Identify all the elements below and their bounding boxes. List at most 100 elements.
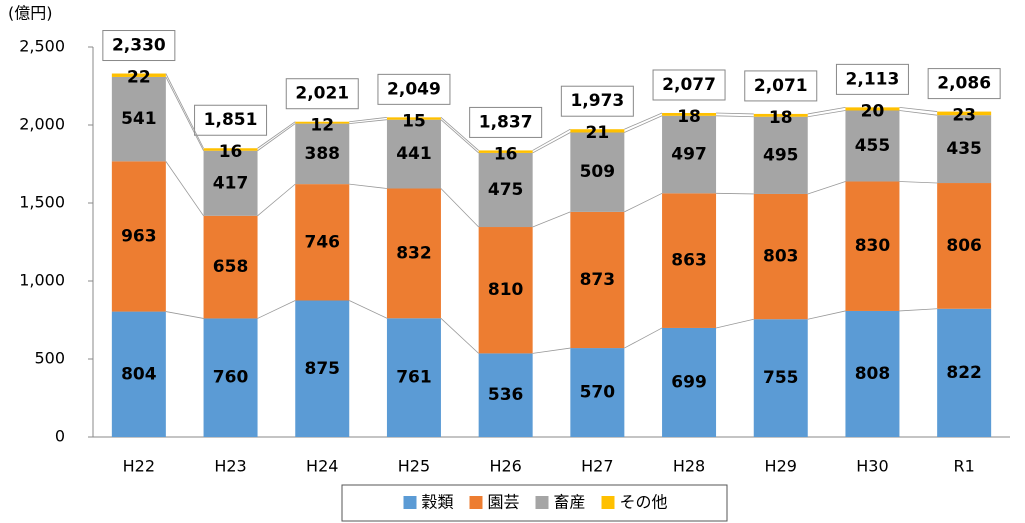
data-label: 23: [952, 106, 976, 126]
series-line: [257, 183, 296, 217]
series-line: [899, 181, 938, 184]
bar-segment: [570, 129, 625, 133]
bar-segment: [845, 107, 900, 111]
total-box: [560, 85, 634, 117]
data-label: 21: [586, 123, 610, 143]
data-label: 18: [677, 107, 701, 127]
data-label: 417: [213, 173, 249, 193]
x-tick-label: H23: [214, 457, 246, 476]
data-label: 806: [946, 236, 982, 256]
bar-segment: [753, 113, 808, 117]
bar-segment: [386, 119, 441, 189]
legend-swatch: [535, 496, 549, 509]
total-box: [102, 30, 176, 62]
data-label: 497: [671, 145, 707, 165]
bar-segment: [937, 111, 992, 116]
bar-segment: [570, 132, 625, 212]
data-label: 18: [769, 108, 793, 128]
series-line: [807, 310, 846, 320]
series-line: [165, 161, 204, 217]
total-label: 2,071: [754, 76, 808, 96]
total-label: 2,086: [937, 74, 991, 94]
series-line: [532, 347, 571, 354]
bar-segment: [295, 300, 350, 437]
series-line: [257, 300, 296, 319]
data-label: 509: [580, 162, 616, 182]
legend-label: 畜産: [554, 493, 586, 512]
total-label: 1,851: [204, 110, 258, 130]
x-tick-label: H26: [489, 457, 521, 476]
series-line: [257, 121, 296, 149]
data-label: 803: [763, 247, 799, 267]
series-line: [349, 119, 387, 124]
total-label: 2,113: [846, 69, 900, 89]
data-label: 12: [310, 116, 334, 136]
series-line: [624, 112, 663, 130]
x-tick-label: H30: [856, 457, 888, 476]
bar-segment: [753, 193, 808, 320]
bar-segment: [478, 150, 533, 153]
legend-swatch: [601, 496, 615, 509]
bar-segment: [753, 319, 808, 437]
series-line: [165, 311, 204, 319]
series-line: [807, 181, 846, 195]
total-box: [835, 63, 909, 95]
series-line: [349, 183, 387, 189]
bar-segment: [570, 211, 625, 349]
data-label: 541: [121, 109, 157, 129]
y-tick-label: 2,500: [19, 37, 65, 56]
data-label: 863: [671, 251, 707, 271]
total-box: [744, 70, 818, 102]
x-tick-label: H28: [673, 457, 705, 476]
series-line: [716, 115, 754, 118]
bar-segment: [111, 76, 166, 162]
bar-segment: [295, 184, 350, 301]
bar-segment: [295, 123, 350, 185]
x-tick-label: H27: [581, 457, 613, 476]
data-label: 760: [213, 368, 249, 388]
bar-segment: [386, 188, 441, 319]
data-label: 963: [121, 226, 157, 246]
series-line: [899, 308, 938, 312]
x-tick-label: H25: [398, 457, 430, 476]
series-line: [716, 112, 754, 115]
bar-segment: [937, 115, 992, 184]
bar-segment: [203, 150, 258, 216]
data-label: 435: [946, 139, 982, 159]
series-line: [165, 73, 204, 149]
bar-segment: [386, 318, 441, 437]
series-line: [532, 132, 571, 154]
series-line: [716, 192, 754, 195]
data-label: 810: [488, 280, 524, 300]
data-label: 388: [305, 144, 341, 164]
y-tick-label: 500: [34, 349, 65, 368]
series-line: [624, 327, 663, 349]
x-tick-label: H29: [765, 457, 797, 476]
legend-label: 園芸: [488, 493, 520, 512]
bar-segment: [845, 181, 900, 311]
total-label: 1,837: [479, 112, 533, 132]
series-line: [807, 106, 846, 115]
x-tick-label: H24: [306, 457, 338, 476]
total-box: [377, 73, 451, 105]
total-box: [194, 104, 268, 136]
bar-segment: [203, 318, 258, 437]
data-label: 808: [855, 364, 891, 384]
data-label: 475: [488, 180, 524, 200]
data-label: 822: [946, 363, 982, 383]
bar-segment: [937, 308, 992, 437]
series-line: [532, 128, 571, 151]
total-box: [469, 106, 543, 138]
data-label: 761: [396, 368, 432, 388]
bar-segment: [203, 148, 258, 151]
series-line: [624, 115, 663, 133]
series-line: [349, 116, 387, 123]
series-line: [532, 211, 571, 228]
data-label: 755: [763, 368, 799, 388]
bar-segment: [478, 152, 533, 228]
legend-label: その他: [620, 493, 668, 512]
bar-segment: [845, 110, 900, 182]
bar-segment: [845, 310, 900, 437]
bar-segment: [937, 183, 992, 309]
